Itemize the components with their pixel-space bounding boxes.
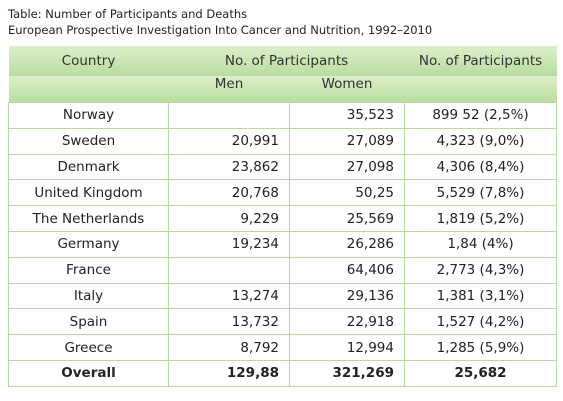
cell: 899 52 (2,5%) (404, 102, 557, 129)
cell: 129,88 (168, 359, 290, 387)
cell: 35,523 (289, 102, 405, 129)
table-row: Overall 129,88 321,269 25,682 (8, 359, 557, 387)
table-row: Sweden 20,991 27,089 4,323 (9,0%) (8, 127, 557, 155)
cell: 22,918 (289, 308, 405, 336)
blank (405, 76, 557, 103)
cell: 5,529 (7,8%) (404, 179, 557, 207)
cell: 1,527 (4,2%) (404, 308, 557, 336)
cell: 321,269 (289, 359, 405, 387)
table-row: Denmark 23,862 27,098 4,306 (8,4%) (8, 153, 557, 181)
cell: 64,406 (289, 256, 405, 284)
table-subtitle: European Prospective Investigation Into … (8, 23, 433, 37)
cell: Denmark (8, 153, 169, 181)
cell: 20,768 (168, 179, 290, 207)
cell: 8,792 (168, 334, 290, 361)
header-row: Country No. of Participants No. of Parti… (8, 46, 557, 76)
cell: 1,819 (5,2%) (404, 205, 557, 232)
cell: 9,229 (168, 205, 290, 232)
cell: 1,84 (4%) (404, 230, 557, 258)
cell: 4,323 (9,0%) (404, 127, 557, 155)
cell: Greece (8, 334, 169, 361)
cell: 13,274 (168, 282, 290, 310)
cell: 27,089 (289, 127, 405, 155)
cell: 27,098 (289, 153, 405, 181)
column-header: Country (61, 53, 116, 69)
cell: 4,306 (8,4%) (404, 153, 557, 181)
cell: 25,682 (404, 359, 557, 387)
subheader-row: Men Women (8, 76, 557, 103)
cell (168, 256, 290, 284)
cell (168, 102, 290, 129)
table-head: Country No. of Participants No. of Parti… (8, 46, 557, 103)
cell: 12,994 (289, 334, 405, 361)
column-header: No. of Participants (418, 53, 543, 69)
cell: Italy (8, 282, 169, 310)
cell: Norway (8, 102, 169, 129)
cell: 1,381 (3,1%) (404, 282, 557, 310)
cell: 20,991 (168, 127, 290, 155)
cell: 29,136 (289, 282, 405, 310)
cell: 26,286 (289, 230, 405, 258)
cell: France (8, 256, 169, 284)
table-title: Table: Number of Participants and Deaths (8, 7, 248, 21)
cell: Sweden (8, 127, 169, 155)
table-row: Germany 19,234 26,286 1,84 (4%) (8, 230, 557, 258)
cell: United Kingdom (8, 179, 169, 207)
table-body: Norway 35,523 899 52 (2,5%) Sweden 20,991 27,… (8, 102, 557, 387)
table-row: Norway 35,523 899 52 (2,5%) (8, 102, 557, 129)
table-row: Spain 13,732 22,918 1,527 (4,2%) (8, 308, 557, 336)
table-row: Italy 13,274 29,136 1,381 (3,1%) (8, 282, 557, 310)
cell: 1,285 (5,9%) (404, 334, 557, 361)
cell: 50,25 (289, 179, 405, 207)
data-table: Country No. of Participants No. of Parti… (8, 46, 557, 387)
blank (9, 76, 169, 103)
cell: 23,862 (168, 153, 290, 181)
cell: 19,234 (168, 230, 290, 258)
table-row: France 64,406 2,773 (4,3%) (8, 256, 557, 284)
column-header: No. of Participants (224, 53, 349, 69)
subcolumn-header: Women (321, 76, 373, 92)
cell: Overall (8, 359, 169, 387)
subcolumn-header: Men (214, 76, 244, 92)
table-row: United Kingdom 20,768 50,25 5,529 (7,8%) (8, 179, 557, 207)
cell: 2,773 (4,3%) (404, 256, 557, 284)
table-row: Greece 8,792 12,994 1,285 (5,9%) (8, 334, 557, 361)
cell: 13,732 (168, 308, 290, 336)
cell: 25,569 (289, 205, 405, 232)
cell: Germany (8, 230, 169, 258)
cell: Spain (8, 308, 169, 336)
table-row: The Netherlands 9,229 25,569 1,819 (5,2%) (8, 205, 557, 232)
caption: Table: Number of Participants and Deaths… (8, 6, 432, 38)
cell: The Netherlands (8, 205, 169, 232)
